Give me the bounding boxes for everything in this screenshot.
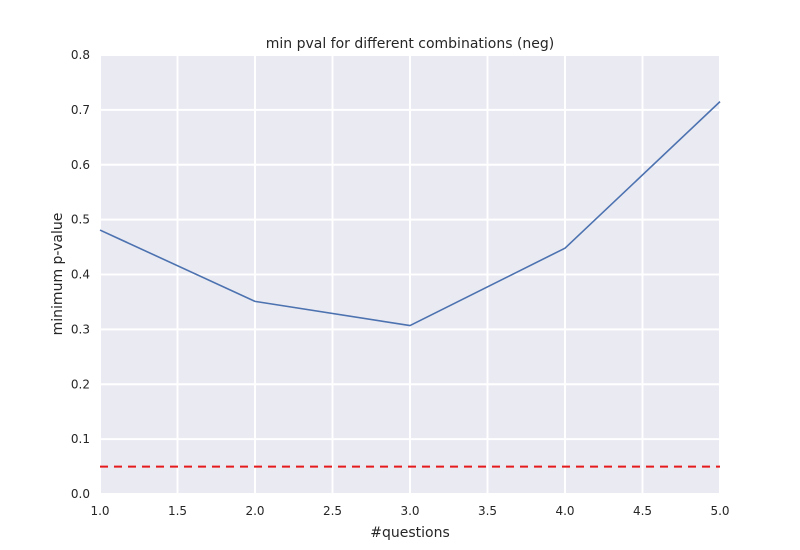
y-tick-labels: 0.0 0.1 0.2 0.3 0.4 0.5 0.6 0.7 0.8	[71, 48, 90, 501]
y-tick-label: 0.5	[71, 213, 90, 227]
series-layer	[99, 101, 721, 327]
y-axis-label: minimum p-value	[50, 213, 66, 336]
x-tick-label: 4.0	[555, 504, 574, 518]
x-tick-labels: 1.0 1.5 2.0 2.5 3.0 3.5 4.0 4.5 5.0	[90, 504, 729, 518]
y-tick-label: 0.6	[71, 158, 90, 172]
x-tick-label: 2.0	[245, 504, 264, 518]
y-tick-label: 0.1	[71, 432, 90, 446]
y-tick-label: 0.8	[71, 48, 90, 62]
y-tick-label: 0.4	[71, 268, 90, 282]
x-tick-label: 4.5	[633, 504, 652, 518]
x-axis-label: #questions	[370, 525, 450, 541]
y-tick-label: 0.7	[71, 103, 90, 117]
y-tick-label: 0.3	[71, 322, 90, 336]
x-tick-label: 1.0	[90, 504, 109, 518]
grid	[99, 54, 721, 495]
y-tick-label: 0.2	[71, 377, 90, 391]
y-tick-label: 0.0	[71, 487, 90, 501]
x-tick-label: 3.5	[478, 504, 497, 518]
series-line	[99, 101, 721, 327]
x-tick-label: 5.0	[710, 504, 729, 518]
x-tick-label: 1.5	[168, 504, 187, 518]
chart-title: min pval for different combinations (neg…	[266, 36, 555, 52]
x-tick-label: 2.5	[323, 504, 342, 518]
x-tick-label: 3.0	[400, 504, 419, 518]
